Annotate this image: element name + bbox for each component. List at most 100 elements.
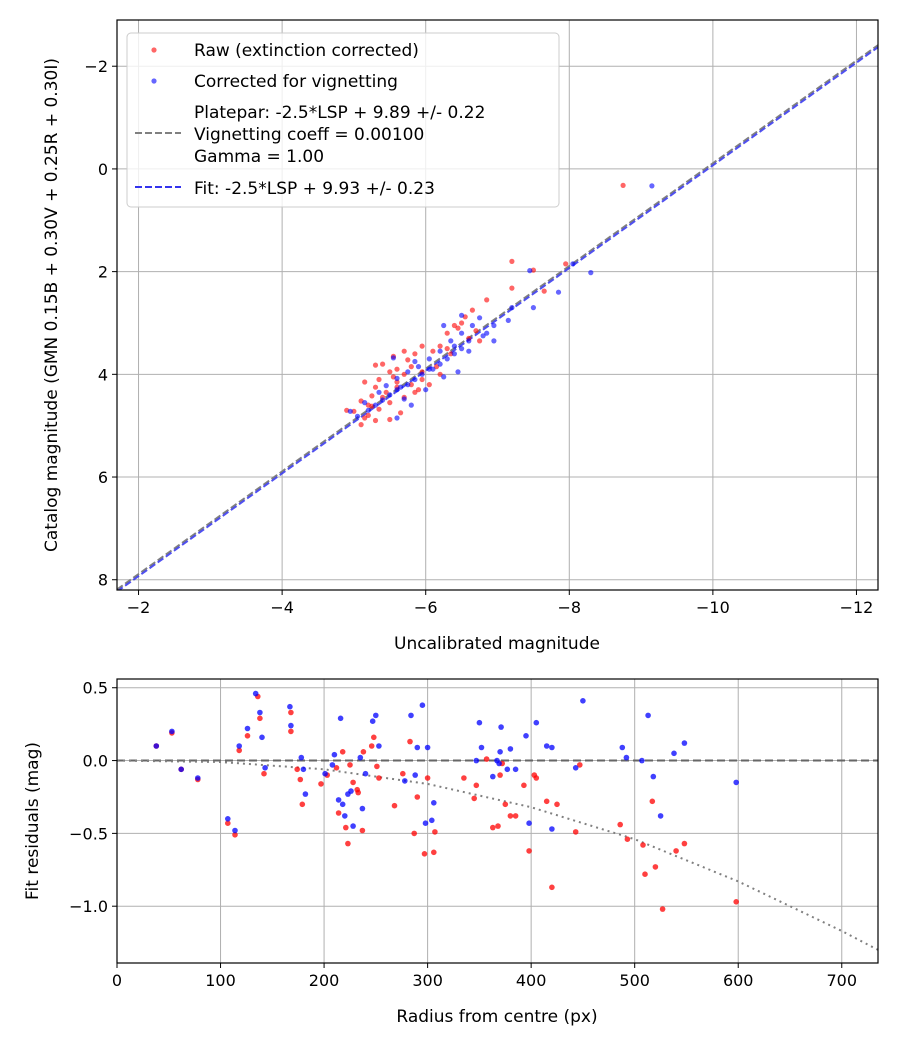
top-legend: Raw (extinction corrected) Corrected for… <box>126 32 560 208</box>
raw-point <box>455 325 461 331</box>
corrected-point <box>394 415 400 421</box>
raw-point <box>411 830 418 837</box>
y-tick-label: −1.0 <box>69 897 108 916</box>
raw-point <box>421 851 428 857</box>
corrected-point <box>473 757 480 764</box>
raw-point <box>509 285 515 291</box>
raw-point <box>297 776 304 783</box>
corrected-point <box>455 369 461 375</box>
y-tick-label: 0.0 <box>83 752 108 771</box>
corrected-point <box>300 766 307 773</box>
raw-point <box>360 749 367 755</box>
corrected-point <box>232 827 238 834</box>
raw-point <box>371 734 377 741</box>
corrected-point <box>491 338 497 344</box>
raw-point <box>459 320 465 326</box>
corrected-point <box>402 778 408 784</box>
x-tick-label: 300 <box>412 971 443 990</box>
corrected-point <box>350 823 356 829</box>
y-tick-label: 2 <box>98 263 108 282</box>
corrected-point <box>423 387 429 393</box>
corrected-point <box>478 744 485 751</box>
corrected-point <box>354 413 361 419</box>
raw-point <box>288 709 294 716</box>
raw-point <box>372 417 379 424</box>
corrected-point <box>365 407 371 413</box>
raw-point <box>358 422 364 428</box>
raw-point <box>372 384 379 390</box>
raw-point <box>437 371 443 377</box>
raw-point <box>563 261 569 267</box>
corrected-point <box>414 744 421 751</box>
raw-point <box>407 738 413 745</box>
corrected-point <box>509 305 515 311</box>
legend-box <box>126 32 560 208</box>
raw-point <box>617 821 623 828</box>
raw-point <box>419 376 425 383</box>
corrected-point <box>543 743 550 749</box>
corrected-point <box>424 744 431 751</box>
raw-point <box>483 756 490 762</box>
platepar-line <box>117 44 878 590</box>
raw-point <box>333 765 340 771</box>
raw-point <box>461 775 467 781</box>
corrected-point <box>383 383 389 389</box>
corrected-point <box>225 816 231 822</box>
corrected-point <box>580 698 586 704</box>
corrected-point <box>448 338 454 344</box>
corrected-point <box>619 744 626 751</box>
corrected-point <box>512 766 519 773</box>
raw-point <box>354 786 361 793</box>
corrected-point <box>451 351 457 357</box>
x-tick-label: −6 <box>414 598 438 617</box>
x-tick-label: 600 <box>723 971 754 990</box>
corrected-point <box>257 709 263 716</box>
bottom-y-axis-label: Fit residuals (mag) <box>23 742 43 900</box>
x-tick-label: 100 <box>205 971 236 990</box>
corrected-point <box>491 322 497 329</box>
raw-point <box>244 733 251 739</box>
legend-gamma-label: Gamma = 1.00 <box>194 147 324 167</box>
corrected-point <box>153 743 160 749</box>
raw-point <box>437 343 443 349</box>
x-tick-label: 400 <box>516 971 547 990</box>
raw-point <box>374 763 380 770</box>
corrected-point <box>372 402 379 408</box>
corrected-point <box>469 322 475 329</box>
raw-point <box>432 829 438 835</box>
corrected-point <box>252 690 259 697</box>
legend-corrected-label: Corrected for vignetting <box>194 72 398 92</box>
corrected-point <box>437 361 443 367</box>
corrected-point <box>412 358 418 365</box>
corrected-point <box>431 800 437 806</box>
corrected-point <box>373 712 379 719</box>
corrected-point <box>476 719 483 726</box>
raw-point <box>236 747 242 754</box>
raw-point <box>673 848 679 854</box>
x-tick-label: 700 <box>826 971 857 990</box>
corrected-point <box>394 375 400 381</box>
corrected-point <box>376 743 382 749</box>
raw-point <box>424 775 431 781</box>
top-x-axis-label: Uncalibrated magnitude <box>394 634 600 654</box>
raw-point <box>398 410 404 416</box>
raw-point <box>572 829 579 835</box>
corrected-point <box>359 805 366 812</box>
raw-point <box>543 798 550 805</box>
raw-point <box>387 416 393 423</box>
corrected-point <box>287 703 293 710</box>
corrected-point <box>347 408 353 414</box>
corrected-point <box>657 813 664 819</box>
corrected-point <box>681 740 688 746</box>
raw-point <box>372 362 379 368</box>
corrected-point <box>244 725 251 732</box>
corrected-point <box>623 754 630 761</box>
raw-point <box>554 801 560 808</box>
corrected-point <box>376 389 382 395</box>
raw-point <box>484 297 490 303</box>
corrected-point <box>496 760 502 767</box>
corrected-point <box>498 724 504 730</box>
top-y-axis-label: Catalog magnitude (GMN 0.15B + 0.30V + 0… <box>42 58 62 552</box>
y-tick-label: 4 <box>98 365 108 384</box>
